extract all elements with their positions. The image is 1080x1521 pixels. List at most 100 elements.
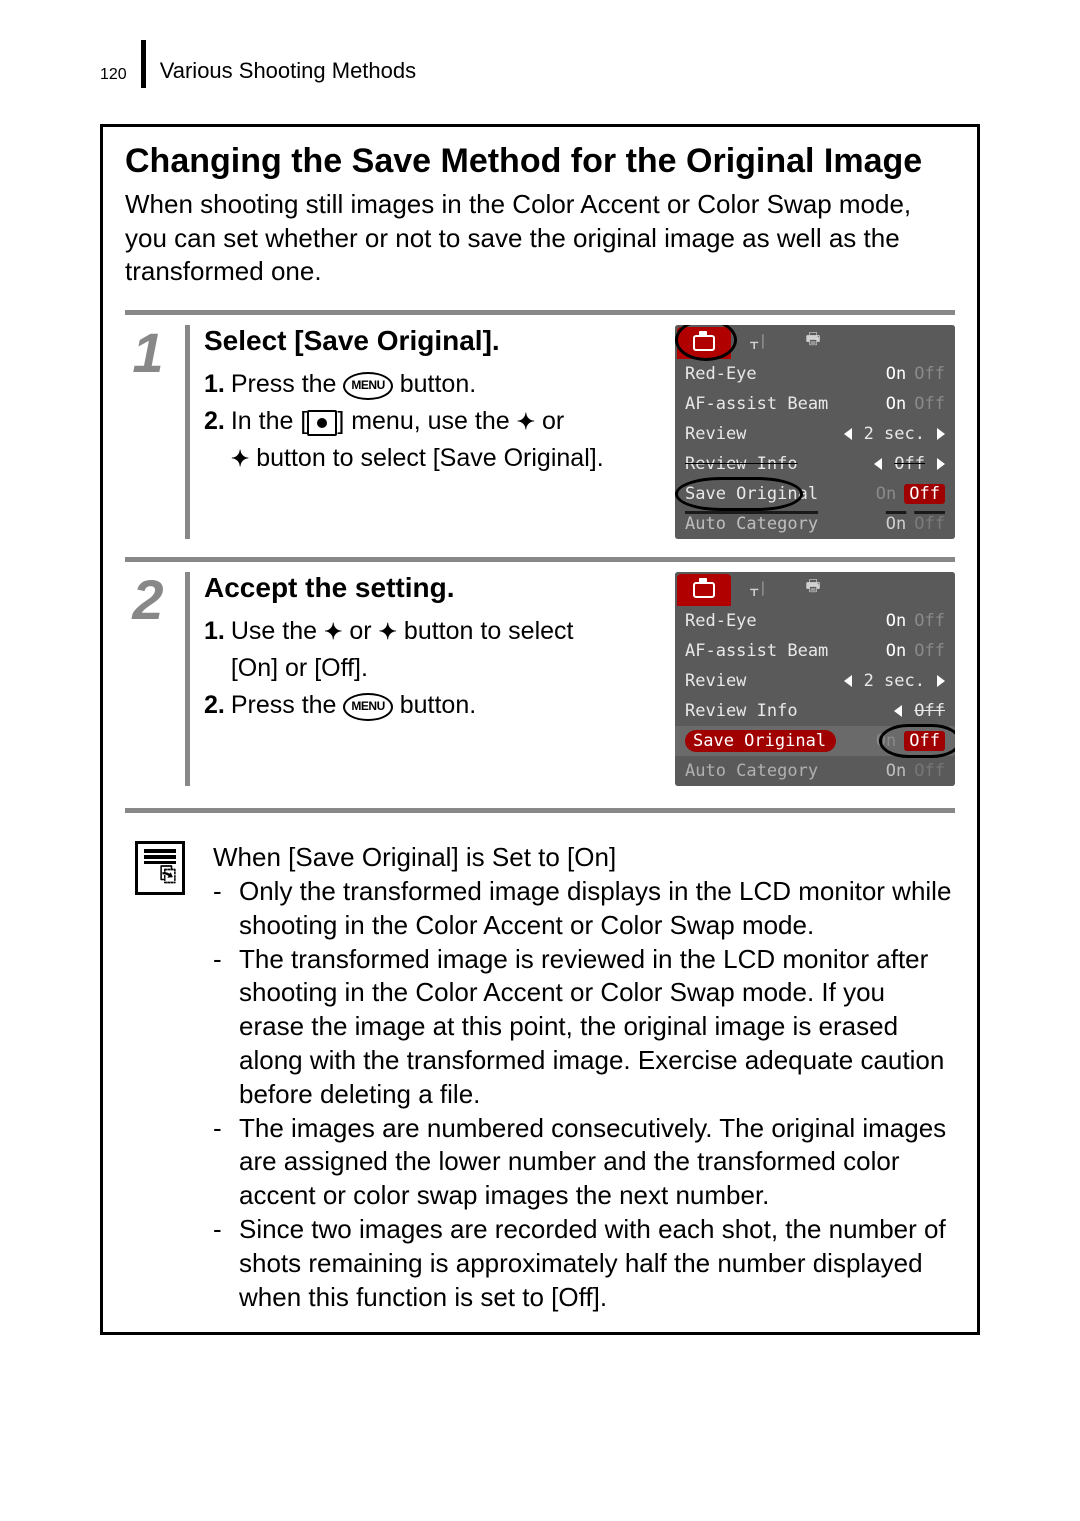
step-2: 2 Accept the setting. 1. Use the ✦ or ✦ … bbox=[125, 566, 955, 804]
menu-value-off: Off bbox=[914, 611, 945, 631]
menu-value-off: Off bbox=[914, 641, 945, 661]
camera-tab bbox=[677, 327, 731, 359]
menu-item-label: Save Original bbox=[693, 731, 826, 751]
camera-tab bbox=[677, 574, 731, 606]
instruction-number bbox=[204, 651, 225, 686]
page-number: 120 bbox=[100, 66, 127, 84]
instruction-text: Press the bbox=[231, 691, 344, 719]
arrow-left-icon bbox=[844, 428, 852, 440]
note-item: Only the transformed image displays in t… bbox=[239, 875, 955, 943]
arrow-down-icon: ✦ bbox=[231, 444, 249, 475]
step-1: 1 Select [Save Original]. 1. Press the M… bbox=[125, 319, 955, 557]
arrow-right-icon bbox=[937, 458, 945, 470]
bullet-dash: - bbox=[213, 875, 227, 943]
notes-list: -Only the transformed image displays in … bbox=[213, 875, 955, 1314]
arrow-right-icon bbox=[937, 428, 945, 440]
instruction-number: 1. bbox=[204, 614, 225, 649]
arrow-right-icon: ✦ bbox=[379, 617, 397, 648]
instruction-text: button to select bbox=[397, 617, 574, 645]
instruction-text: button to select [Save Original]. bbox=[256, 444, 603, 472]
menu-item-label: Review Info bbox=[685, 701, 798, 721]
arrow-up-icon: ✦ bbox=[517, 407, 535, 438]
menu-button-icon: MENU bbox=[343, 372, 392, 400]
arrow-right-icon bbox=[937, 675, 945, 687]
menu-value-off: Off bbox=[914, 514, 945, 534]
section-title: Various Shooting Methods bbox=[160, 58, 416, 84]
arrow-left-icon bbox=[874, 458, 882, 470]
note-icon: ⎘ bbox=[135, 841, 185, 895]
menu-value-on: On bbox=[886, 761, 906, 781]
menu-tabs: ᚁᛁ 🖶 bbox=[675, 325, 955, 359]
topic-title: Changing the Save Method for the Origina… bbox=[125, 143, 955, 180]
menu-item-label: Review bbox=[685, 424, 746, 444]
step-instructions: 1. Use the ✦ or ✦ button to select [On] … bbox=[204, 614, 657, 723]
instruction-number: 1. bbox=[204, 367, 225, 402]
separator-bar bbox=[125, 808, 955, 813]
note-item: The transformed image is reviewed in the… bbox=[239, 943, 955, 1112]
menu-value: Off bbox=[894, 454, 925, 474]
menu-tabs: ᚁᛁ 🖶 bbox=[675, 572, 955, 606]
menu-button-icon: MENU bbox=[343, 693, 392, 721]
camera-menu-icon bbox=[307, 410, 337, 436]
print-tab: 🖶 bbox=[786, 572, 840, 604]
tools-tab: ᚁᛁ bbox=[732, 572, 786, 604]
menu-value: Off bbox=[914, 701, 945, 721]
instruction-number bbox=[204, 441, 225, 476]
instruction-text: In the [ bbox=[231, 407, 307, 435]
menu-value: 2 sec. bbox=[864, 424, 925, 444]
menu-value-off-selected: Off bbox=[904, 484, 945, 504]
manual-page: 120 Various Shooting Methods Changing th… bbox=[0, 0, 1080, 1395]
menu-value: 2 sec. bbox=[864, 671, 925, 691]
menu-value-on: On bbox=[886, 611, 906, 631]
menu-value-off: Off bbox=[914, 394, 945, 414]
instruction-number: 2. bbox=[204, 688, 225, 723]
menu-value-on: On bbox=[886, 394, 906, 414]
menu-item-label: Save Original bbox=[685, 484, 818, 504]
header-divider-icon bbox=[141, 40, 146, 88]
camera-menu-screenshot: ᚁᛁ 🖶 Red-Eye On Off AF-assist Beam On Off Re… bbox=[675, 325, 955, 539]
instruction-text: Press the bbox=[231, 370, 344, 398]
step-instructions: 1. Press the MENU button. 2. In the [] m… bbox=[204, 367, 657, 476]
instruction-text: button. bbox=[400, 691, 476, 719]
instruction-text: [On] or [Off]. bbox=[231, 654, 368, 682]
menu-list: Red-Eye On Off AF-assist Beam On Off Review 2… bbox=[675, 359, 955, 539]
notes-title: When [Save Original] is Set to [On] bbox=[213, 841, 955, 875]
menu-item-label: Red-Eye bbox=[685, 611, 757, 631]
menu-value-on: On bbox=[886, 641, 906, 661]
bullet-dash: - bbox=[213, 943, 227, 1112]
content-box: Changing the Save Method for the Origina… bbox=[100, 124, 980, 1335]
separator-bar bbox=[125, 557, 955, 562]
arrow-left-icon bbox=[894, 705, 902, 717]
instruction-text: button. bbox=[400, 370, 476, 398]
bullet-dash: - bbox=[213, 1112, 227, 1213]
camera-icon bbox=[693, 335, 715, 351]
menu-value-on: On bbox=[876, 731, 896, 751]
step-number: 1 bbox=[132, 325, 163, 381]
page-header: 120 Various Shooting Methods bbox=[100, 40, 980, 84]
menu-value-off: Off bbox=[914, 761, 945, 781]
instruction-text: ] menu, use the bbox=[337, 407, 516, 435]
note-item: Since two images are recorded with each … bbox=[239, 1213, 955, 1314]
menu-value-off: Off bbox=[914, 364, 945, 384]
arrow-left-icon bbox=[844, 675, 852, 687]
step-divider-icon bbox=[185, 572, 190, 786]
menu-value-on: On bbox=[886, 364, 906, 384]
bullet-dash: - bbox=[213, 1213, 227, 1314]
instruction-text: Use the bbox=[231, 617, 324, 645]
menu-value-on: On bbox=[886, 514, 906, 534]
arrow-left-icon: ✦ bbox=[324, 617, 342, 648]
step-title: Accept the setting. bbox=[204, 572, 657, 604]
instruction-text: or bbox=[535, 407, 564, 435]
menu-item-label: AF-assist Beam bbox=[685, 394, 828, 414]
topic-intro: When shooting still images in the Color … bbox=[125, 188, 955, 288]
step-divider-icon bbox=[185, 325, 190, 539]
tools-tab: ᚁᛁ bbox=[732, 325, 786, 357]
print-tab: 🖶 bbox=[786, 325, 840, 357]
menu-item-label: Red-Eye bbox=[685, 364, 757, 384]
notes-block: ⎘ When [Save Original] is Set to [On] -O… bbox=[125, 841, 955, 1314]
instruction-text: or bbox=[342, 617, 378, 645]
separator-bar bbox=[125, 310, 955, 315]
menu-item-label: Auto Category bbox=[685, 514, 818, 534]
menu-item-label: Auto Category bbox=[685, 761, 818, 781]
note-item: The images are numbered consecutively. T… bbox=[239, 1112, 955, 1213]
